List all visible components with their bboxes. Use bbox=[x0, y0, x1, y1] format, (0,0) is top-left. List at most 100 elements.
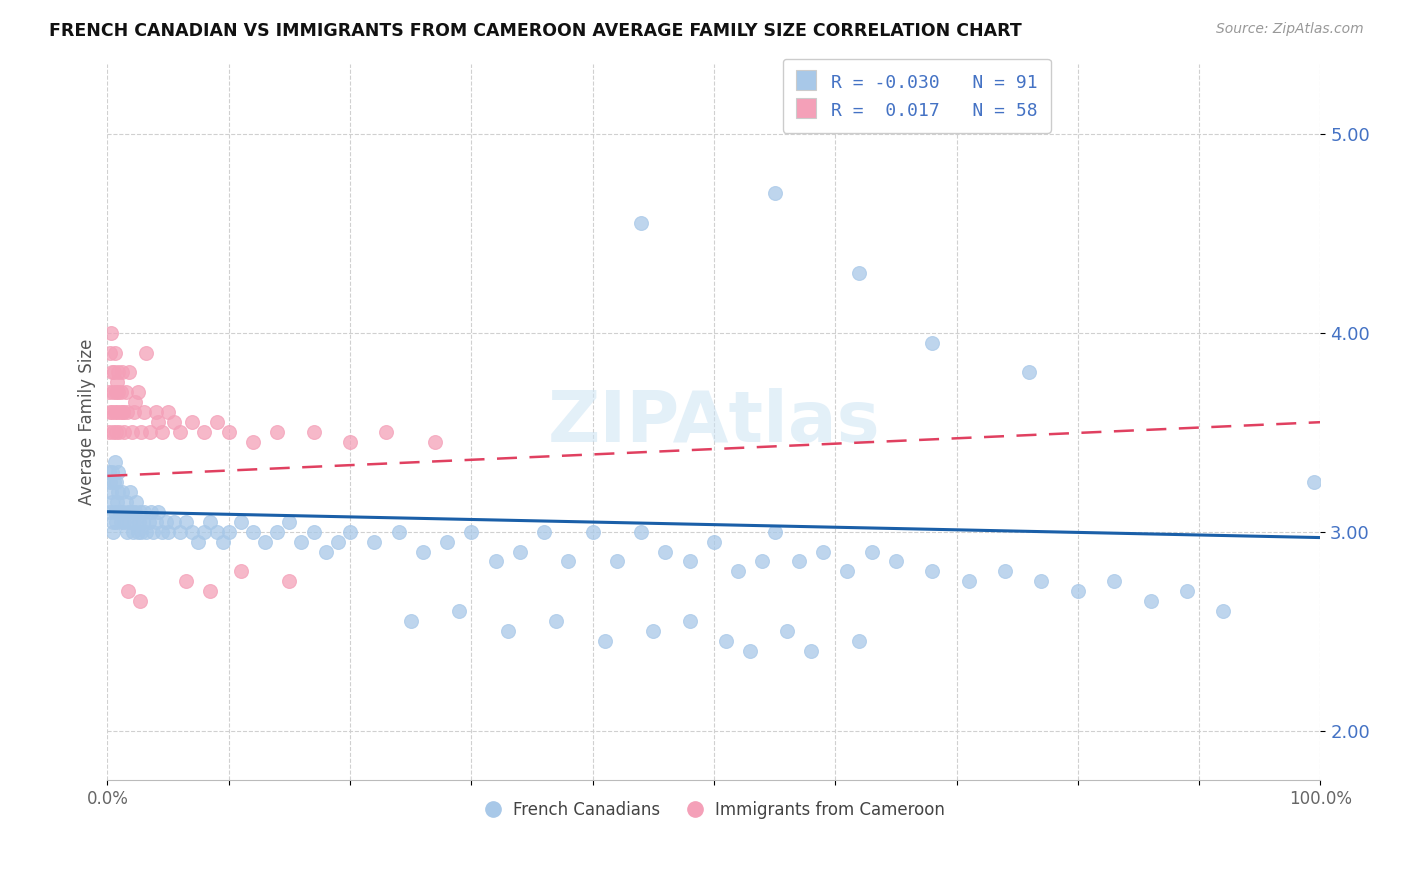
Point bbox=[108, 425, 131, 439]
Point bbox=[107, 366, 129, 380]
Point bbox=[131, 515, 153, 529]
Point bbox=[105, 405, 128, 419]
Point bbox=[129, 505, 152, 519]
Point bbox=[105, 475, 128, 489]
Point bbox=[163, 515, 186, 529]
Point bbox=[104, 345, 127, 359]
Point bbox=[399, 614, 422, 628]
Point bbox=[157, 405, 180, 419]
Point bbox=[112, 405, 135, 419]
Point bbox=[122, 405, 145, 419]
Point bbox=[630, 524, 652, 539]
Point bbox=[266, 524, 288, 539]
Point bbox=[124, 395, 146, 409]
Point bbox=[104, 505, 127, 519]
Point bbox=[242, 524, 264, 539]
Point bbox=[218, 524, 240, 539]
Point bbox=[205, 524, 228, 539]
Point bbox=[121, 425, 143, 439]
Legend: French Canadians, Immigrants from Cameroon: French Canadians, Immigrants from Camero… bbox=[477, 795, 952, 826]
Text: FRENCH CANADIAN VS IMMIGRANTS FROM CAMEROON AVERAGE FAMILY SIZE CORRELATION CHAR: FRENCH CANADIAN VS IMMIGRANTS FROM CAMER… bbox=[49, 22, 1022, 40]
Point bbox=[150, 425, 173, 439]
Point bbox=[112, 425, 135, 439]
Point bbox=[278, 515, 301, 529]
Point bbox=[837, 565, 859, 579]
Point bbox=[132, 405, 155, 419]
Point bbox=[124, 505, 146, 519]
Point bbox=[751, 554, 773, 568]
Point bbox=[714, 634, 737, 648]
Point bbox=[546, 614, 568, 628]
Point bbox=[97, 425, 120, 439]
Point bbox=[679, 554, 702, 568]
Point bbox=[339, 435, 361, 450]
Point bbox=[302, 425, 325, 439]
Point bbox=[98, 465, 121, 479]
Point bbox=[315, 544, 337, 558]
Point bbox=[121, 524, 143, 539]
Point bbox=[800, 644, 823, 658]
Point bbox=[105, 495, 128, 509]
Point bbox=[118, 366, 141, 380]
Point bbox=[266, 425, 288, 439]
Point bbox=[127, 385, 149, 400]
Point bbox=[103, 366, 125, 380]
Point bbox=[860, 544, 883, 558]
Point bbox=[1031, 574, 1053, 589]
Point bbox=[339, 524, 361, 539]
Point bbox=[104, 515, 127, 529]
Point bbox=[108, 505, 131, 519]
Point bbox=[118, 515, 141, 529]
Point bbox=[107, 385, 129, 400]
Text: Source: ZipAtlas.com: Source: ZipAtlas.com bbox=[1216, 22, 1364, 37]
Point bbox=[101, 385, 124, 400]
Point bbox=[679, 614, 702, 628]
Point bbox=[110, 385, 132, 400]
Point bbox=[117, 505, 139, 519]
Point bbox=[1102, 574, 1125, 589]
Point bbox=[174, 515, 197, 529]
Point bbox=[363, 534, 385, 549]
Point bbox=[606, 554, 628, 568]
Text: ZIPAtlas: ZIPAtlas bbox=[547, 388, 880, 457]
Point bbox=[727, 565, 749, 579]
Point bbox=[848, 266, 870, 280]
Point bbox=[129, 594, 152, 608]
Point bbox=[509, 544, 531, 558]
Point bbox=[229, 515, 252, 529]
Point bbox=[157, 524, 180, 539]
Point bbox=[921, 565, 943, 579]
Point bbox=[630, 216, 652, 230]
Point bbox=[101, 405, 124, 419]
Point bbox=[105, 425, 128, 439]
Y-axis label: Average Family Size: Average Family Size bbox=[79, 339, 96, 506]
Point bbox=[103, 524, 125, 539]
Point bbox=[103, 425, 125, 439]
Point bbox=[193, 425, 215, 439]
Point bbox=[1139, 594, 1161, 608]
Point bbox=[128, 515, 150, 529]
Point bbox=[496, 624, 519, 638]
Point bbox=[101, 515, 124, 529]
Point bbox=[1067, 584, 1090, 599]
Point bbox=[436, 534, 458, 549]
Point bbox=[581, 524, 603, 539]
Point bbox=[884, 554, 907, 568]
Point bbox=[104, 385, 127, 400]
Point bbox=[957, 574, 980, 589]
Point bbox=[105, 376, 128, 390]
Point bbox=[643, 624, 665, 638]
Point bbox=[423, 435, 446, 450]
Point bbox=[100, 366, 122, 380]
Point bbox=[100, 326, 122, 340]
Point bbox=[163, 415, 186, 429]
Point bbox=[1018, 366, 1040, 380]
Point bbox=[229, 565, 252, 579]
Point bbox=[994, 565, 1017, 579]
Point bbox=[114, 495, 136, 509]
Point bbox=[138, 515, 160, 529]
Point bbox=[104, 405, 127, 419]
Point bbox=[135, 345, 157, 359]
Point bbox=[1303, 475, 1326, 489]
Point bbox=[121, 505, 143, 519]
